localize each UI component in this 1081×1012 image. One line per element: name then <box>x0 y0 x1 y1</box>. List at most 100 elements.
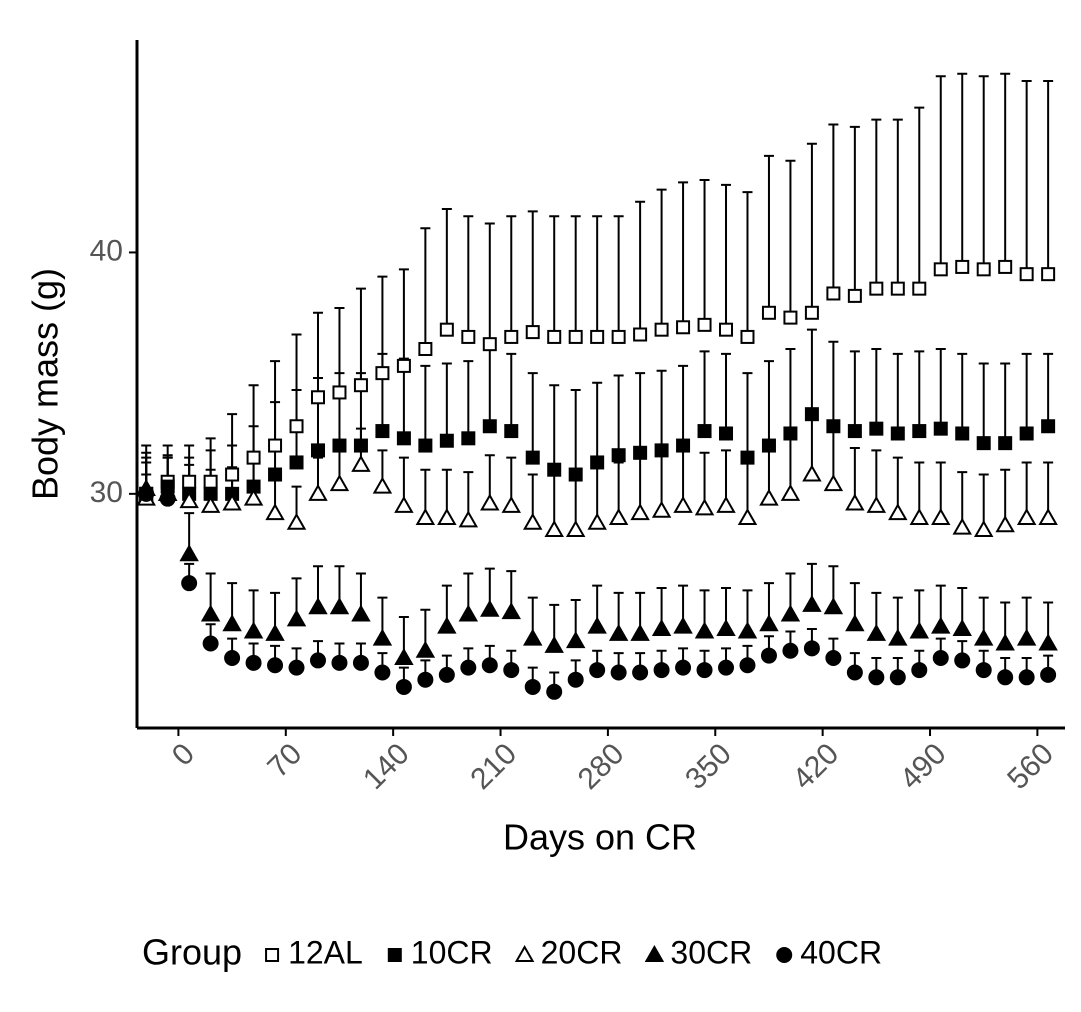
error-bar <box>935 75 946 270</box>
point <box>761 305 776 320</box>
point <box>737 507 758 525</box>
point <box>654 322 669 337</box>
error-bar <box>914 106 925 289</box>
point <box>482 419 497 434</box>
point <box>200 604 221 622</box>
error-bar <box>506 352 517 432</box>
point <box>286 609 307 627</box>
point <box>890 281 905 296</box>
point <box>804 407 819 422</box>
point <box>995 633 1015 651</box>
point <box>611 329 626 344</box>
point <box>396 358 411 373</box>
point <box>1016 628 1037 646</box>
error-bar <box>914 350 925 432</box>
point <box>458 604 479 622</box>
error-bar <box>463 215 474 337</box>
error-bar <box>1043 80 1054 275</box>
error-bar <box>1043 352 1054 427</box>
point <box>243 621 264 639</box>
point <box>289 455 304 470</box>
point <box>608 507 629 525</box>
point <box>673 616 693 634</box>
point <box>866 495 887 513</box>
point <box>461 431 476 446</box>
error-bar <box>1021 80 1032 275</box>
point <box>694 621 715 639</box>
point <box>845 614 865 632</box>
error-bar <box>506 215 517 337</box>
point <box>955 426 970 441</box>
error-bar <box>699 179 710 325</box>
point <box>200 495 221 513</box>
point <box>719 322 734 337</box>
error-bar <box>484 347 495 427</box>
point <box>396 431 411 446</box>
error-bar <box>785 159 796 318</box>
point <box>565 520 586 538</box>
point <box>353 438 368 453</box>
point <box>868 669 885 686</box>
point <box>481 657 498 674</box>
point <box>308 483 328 501</box>
point <box>651 500 672 518</box>
point <box>675 659 692 676</box>
point <box>802 464 822 482</box>
error-bar <box>742 372 753 458</box>
point <box>912 424 927 439</box>
point <box>673 495 693 513</box>
point <box>589 662 606 679</box>
error-bar <box>570 215 581 337</box>
error-bar <box>699 350 710 432</box>
x-tick-label: 420 <box>786 737 845 796</box>
error-bar <box>957 72 968 267</box>
error-bar <box>656 188 667 330</box>
point <box>846 664 863 681</box>
legend-label: 10CR <box>411 934 493 970</box>
point <box>182 474 197 489</box>
point <box>374 664 391 681</box>
point <box>1019 267 1034 282</box>
point <box>245 654 262 671</box>
error-bar <box>785 347 796 434</box>
error-bar <box>892 118 903 289</box>
point <box>912 281 927 296</box>
point <box>268 438 283 453</box>
error-bar <box>763 360 774 446</box>
legend-marker <box>644 944 665 962</box>
point <box>847 288 862 303</box>
error-bar <box>527 210 538 333</box>
error-bar <box>635 372 646 453</box>
error-bar <box>1021 352 1032 434</box>
point <box>523 512 543 530</box>
point <box>716 619 736 637</box>
point <box>267 657 284 674</box>
point <box>590 455 605 470</box>
point <box>676 438 691 453</box>
error-bar <box>635 200 646 335</box>
error-bar <box>484 222 495 345</box>
point <box>633 445 648 460</box>
point <box>203 474 218 489</box>
point <box>289 419 304 434</box>
point <box>933 421 948 436</box>
point <box>565 631 586 649</box>
point <box>415 640 436 658</box>
error-bar <box>763 154 774 313</box>
point <box>716 495 736 513</box>
error-bar <box>656 369 667 451</box>
point <box>544 520 564 538</box>
error-bar <box>678 364 689 446</box>
point <box>353 378 368 393</box>
point <box>696 662 713 679</box>
point <box>332 438 347 453</box>
point <box>567 671 584 688</box>
error-bar <box>871 118 882 289</box>
point <box>224 649 241 666</box>
legend-label: 40CR <box>800 934 882 970</box>
point <box>890 426 905 441</box>
error-bar <box>935 347 946 429</box>
point <box>911 662 928 679</box>
point <box>1018 669 1035 686</box>
point <box>351 604 371 622</box>
